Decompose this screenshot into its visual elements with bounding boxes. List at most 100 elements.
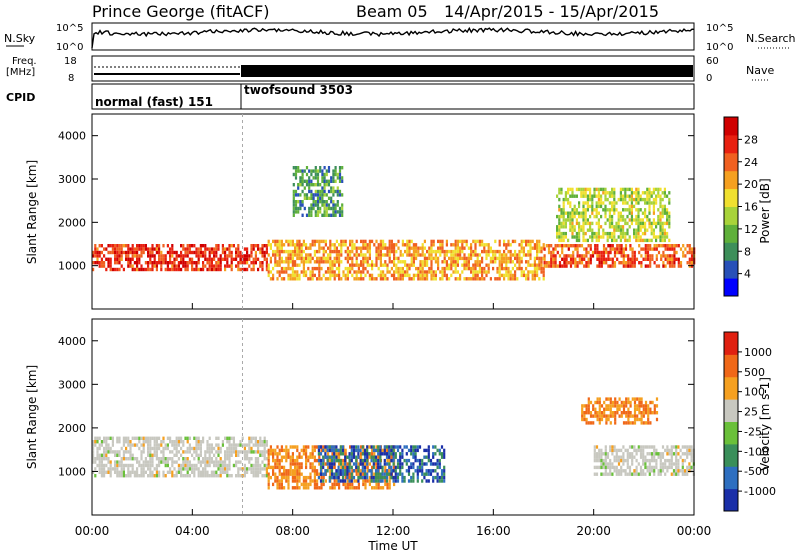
power-cell — [520, 273, 523, 278]
power-cell — [276, 243, 279, 247]
velocity-cell — [322, 472, 325, 476]
velocity-cell — [622, 462, 625, 466]
power-cell — [421, 260, 424, 264]
velocity-cell — [280, 479, 283, 483]
velocity-cell — [648, 469, 651, 473]
power-cell — [300, 243, 303, 247]
velocity-cell — [109, 474, 112, 478]
power-cell — [505, 266, 508, 271]
power-cell — [661, 191, 664, 195]
velocity-cell — [366, 452, 369, 456]
velocity-cell — [677, 465, 680, 470]
velocity-cell — [313, 472, 316, 476]
power-cell — [663, 228, 666, 232]
power-cell — [243, 261, 246, 265]
velocity-cell — [96, 450, 99, 454]
velocity-cell — [620, 458, 623, 463]
power-cell — [184, 267, 187, 272]
velocity-cell — [311, 455, 314, 459]
power-cell — [219, 254, 222, 258]
velocity-cell — [661, 469, 665, 473]
power-cell — [336, 203, 339, 207]
velocity-cell — [414, 455, 417, 459]
power-cell — [415, 266, 418, 271]
velocity-cell — [604, 455, 607, 459]
velocity-cell — [355, 448, 358, 453]
power-cell — [111, 244, 114, 248]
power-cell — [677, 244, 680, 248]
velocity-cell — [243, 446, 246, 451]
power-cell — [596, 257, 599, 261]
power-cell — [554, 244, 557, 248]
velocity-cell — [272, 482, 275, 487]
power-cell — [536, 263, 539, 267]
velocity-cell — [206, 474, 209, 478]
power-cell — [605, 250, 608, 255]
velocity-cell — [436, 448, 439, 453]
power-cell — [399, 260, 402, 264]
velocity-cell — [322, 479, 325, 483]
power-cell — [452, 256, 455, 261]
power-cell — [663, 221, 666, 226]
velocity-cell — [379, 452, 382, 456]
power-cell — [310, 213, 313, 217]
power-cell — [327, 277, 330, 281]
power-cell — [92, 267, 95, 272]
velocity-cell — [248, 457, 251, 461]
velocity-cell — [319, 465, 323, 470]
power-cell — [637, 221, 640, 226]
velocity-cell — [617, 448, 621, 453]
velocity-cell — [357, 452, 360, 456]
velocity-cell — [355, 469, 358, 473]
velocity-cell — [350, 475, 353, 480]
velocity-cell — [341, 452, 345, 456]
power-cell — [237, 250, 240, 255]
power-cell — [237, 261, 240, 265]
velocity-cell — [133, 474, 136, 478]
velocity-cell — [250, 457, 253, 461]
power-cell — [659, 231, 662, 236]
velocity-cell — [248, 467, 251, 471]
x-tick-label: 12:00 — [376, 524, 411, 538]
nave-label: Nave — [746, 64, 774, 77]
power-cell — [147, 267, 150, 272]
velocity-cell — [158, 446, 161, 451]
power-cell — [122, 250, 125, 255]
power-cell — [322, 260, 325, 264]
velocity-cell — [153, 467, 156, 471]
velocity-cell — [377, 465, 380, 470]
velocity-cell — [224, 436, 227, 440]
power-cell — [302, 266, 305, 271]
power-cell — [576, 247, 579, 251]
velocity-cell — [629, 421, 632, 425]
power-cell — [662, 264, 665, 268]
velocity-cell — [622, 400, 626, 405]
velocity-cell — [364, 482, 367, 487]
velocity-cell — [339, 472, 342, 476]
velocity-cell — [366, 445, 369, 449]
power-cell — [494, 253, 497, 257]
velocity-cell — [329, 472, 332, 476]
velocity-cell — [583, 414, 586, 418]
velocity-cell — [221, 463, 224, 468]
power-cell — [351, 243, 354, 247]
velocity-cell — [664, 465, 667, 470]
power-cell — [560, 187, 563, 192]
power-cell — [107, 264, 110, 268]
velocity-cell — [118, 450, 121, 454]
power-cell — [649, 257, 652, 261]
power-cell — [543, 254, 546, 258]
velocity-cell — [629, 414, 632, 418]
power-cell — [342, 239, 345, 244]
power-cell — [151, 264, 154, 268]
velocity-cell — [626, 455, 629, 459]
velocity-cell — [436, 458, 439, 463]
velocity-cell — [372, 475, 375, 480]
velocity-cell — [602, 452, 605, 456]
velocity-cell — [313, 455, 316, 459]
velocity-cell — [324, 469, 327, 473]
power-cell — [487, 253, 490, 257]
power-cell — [230, 261, 233, 265]
power-cell — [257, 244, 260, 248]
power-cell — [649, 244, 652, 248]
